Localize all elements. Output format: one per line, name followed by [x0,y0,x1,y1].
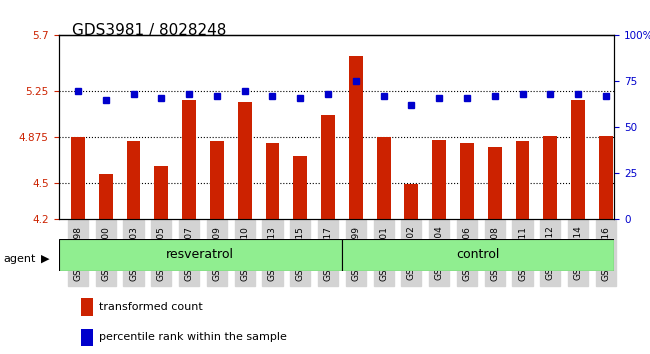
Bar [293,156,307,219]
Bar [488,147,502,219]
Text: ▶: ▶ [41,254,49,264]
Bar [321,115,335,219]
Bar [71,137,85,219]
Bar [238,102,252,219]
Bar [571,101,585,219]
Bar [432,140,446,219]
Bar [182,101,196,219]
Bar [515,141,530,219]
Bar [58,239,342,271]
Bar [210,141,224,219]
Bar [81,329,93,346]
Bar [99,174,112,219]
Text: GDS3981 / 8028248: GDS3981 / 8028248 [72,23,226,38]
Bar [127,141,140,219]
Text: resveratrol: resveratrol [166,249,234,261]
Bar [543,136,557,219]
Bar [81,298,93,316]
Bar [154,166,168,219]
Bar [599,136,613,219]
Bar [265,143,280,219]
Text: percentile rank within the sample: percentile rank within the sample [99,332,287,342]
Bar [376,137,391,219]
Text: agent: agent [3,254,36,264]
Bar [460,143,474,219]
Bar [404,184,419,219]
Text: transformed count: transformed count [99,302,202,312]
Bar [349,56,363,219]
Bar [342,239,614,271]
Text: control: control [456,249,500,261]
